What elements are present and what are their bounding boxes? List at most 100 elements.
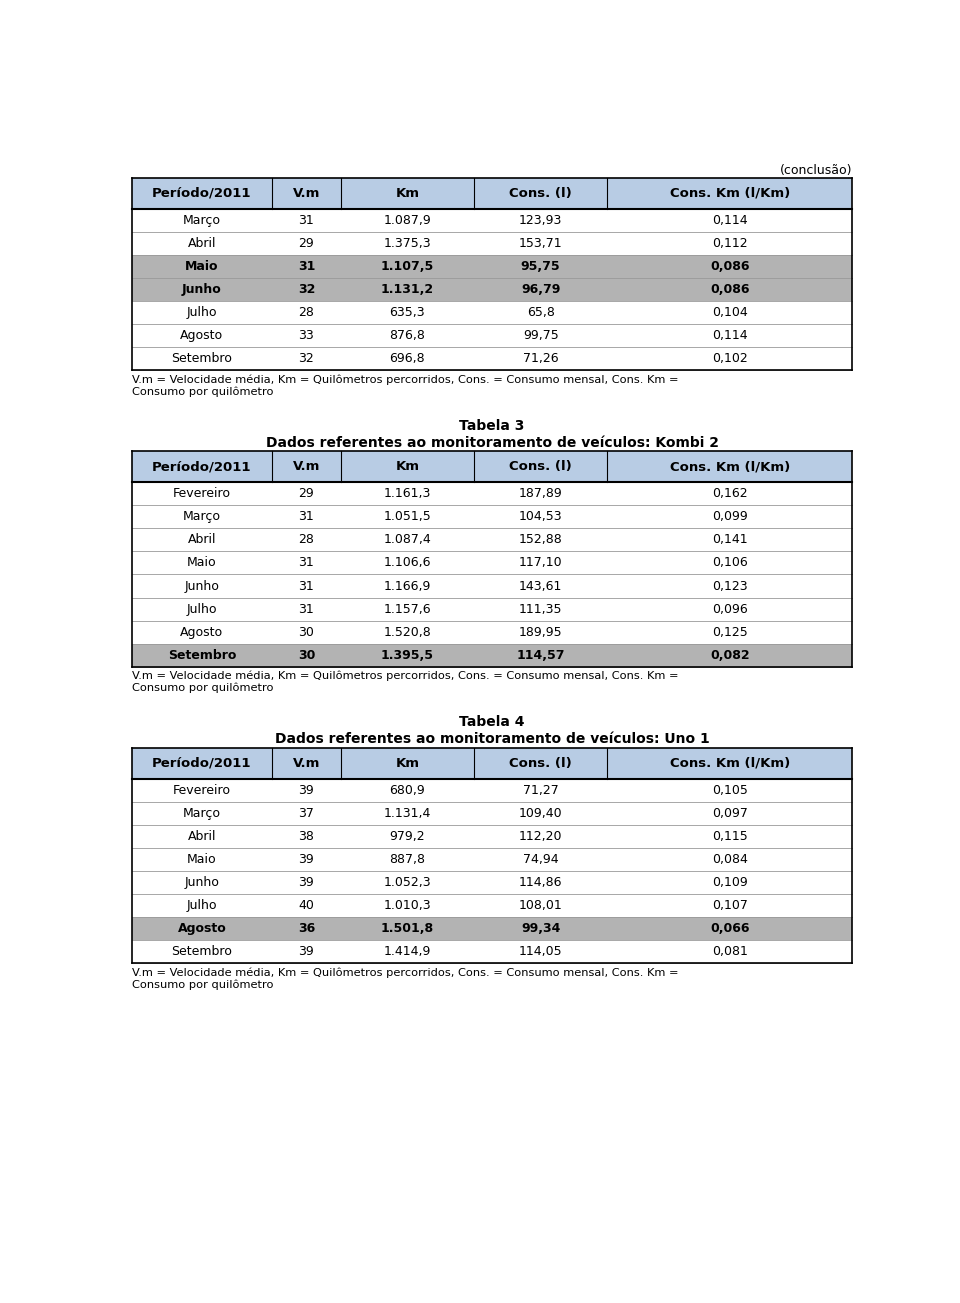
- Text: Agosto: Agosto: [180, 625, 224, 638]
- Text: Março: Março: [183, 511, 221, 524]
- Text: 0,086: 0,086: [710, 261, 750, 272]
- Text: 108,01: 108,01: [518, 899, 563, 912]
- Text: Cons. Km (l/Km): Cons. Km (l/Km): [670, 460, 790, 473]
- Text: 99,34: 99,34: [521, 923, 561, 936]
- Text: Período/2011: Período/2011: [152, 757, 252, 770]
- Text: 1.161,3: 1.161,3: [384, 487, 431, 500]
- Text: 36: 36: [298, 923, 315, 936]
- Text: 696,8: 696,8: [390, 352, 425, 365]
- Text: 635,3: 635,3: [390, 306, 425, 319]
- Text: 39: 39: [299, 876, 314, 889]
- Text: 0,096: 0,096: [712, 602, 748, 615]
- Text: Dados referentes ao monitoramento de veículos: Kombi 2: Dados referentes ao monitoramento de veí…: [266, 435, 718, 450]
- Text: Agosto: Agosto: [180, 330, 224, 343]
- Text: 0,141: 0,141: [712, 533, 748, 546]
- Text: 0,084: 0,084: [712, 853, 748, 866]
- Text: Dados referentes ao monitoramento de veículos: Uno 1: Dados referentes ao monitoramento de veí…: [275, 732, 709, 747]
- Text: 0,105: 0,105: [712, 783, 748, 796]
- Text: 1.010,3: 1.010,3: [383, 899, 431, 912]
- Text: 117,10: 117,10: [518, 556, 563, 569]
- Text: 0,115: 0,115: [712, 830, 748, 843]
- Text: 112,20: 112,20: [519, 830, 563, 843]
- Text: 0,112: 0,112: [712, 237, 748, 250]
- Text: (conclusão): (conclusão): [780, 164, 852, 177]
- Bar: [132, 801, 852, 825]
- Text: 29: 29: [299, 237, 314, 250]
- Bar: [132, 232, 852, 255]
- Text: Cons. Km (l/Km): Cons. Km (l/Km): [670, 757, 790, 770]
- Text: V.m: V.m: [293, 186, 320, 199]
- Text: Maio: Maio: [185, 261, 219, 272]
- Text: 30: 30: [298, 649, 315, 662]
- Bar: [132, 575, 852, 598]
- Text: Setembro: Setembro: [172, 352, 232, 365]
- Text: Março: Março: [183, 807, 221, 820]
- Text: 71,26: 71,26: [523, 352, 559, 365]
- Text: 1.087,4: 1.087,4: [383, 533, 431, 546]
- Text: 0,125: 0,125: [712, 625, 748, 638]
- Text: 0,114: 0,114: [712, 214, 748, 227]
- Text: 1.414,9: 1.414,9: [384, 945, 431, 958]
- Bar: [132, 551, 852, 575]
- Text: Período/2011: Período/2011: [152, 186, 252, 199]
- Text: 30: 30: [299, 625, 314, 638]
- Text: 40: 40: [299, 899, 314, 912]
- Text: 0,107: 0,107: [712, 899, 748, 912]
- Text: 31: 31: [298, 261, 315, 272]
- Text: Junho: Junho: [182, 283, 222, 296]
- Text: 1.520,8: 1.520,8: [383, 625, 431, 638]
- Text: Km: Km: [396, 757, 420, 770]
- Text: Cons. (l): Cons. (l): [509, 186, 572, 199]
- Text: 979,2: 979,2: [390, 830, 425, 843]
- Text: Cons. (l): Cons. (l): [509, 460, 572, 473]
- Text: 28: 28: [299, 533, 314, 546]
- Text: 1.087,9: 1.087,9: [383, 214, 431, 227]
- Text: 32: 32: [298, 283, 315, 296]
- Text: Fevereiro: Fevereiro: [173, 487, 231, 500]
- Text: 1.395,5: 1.395,5: [381, 649, 434, 662]
- Text: V.m = Velocidade média, Km = Quilômetros percorridos, Cons. = Consumo mensal, Co: V.m = Velocidade média, Km = Quilômetros…: [132, 374, 678, 397]
- Text: 1.166,9: 1.166,9: [384, 580, 431, 593]
- Text: 104,53: 104,53: [518, 511, 563, 524]
- Bar: [132, 528, 852, 551]
- Text: 111,35: 111,35: [519, 602, 563, 615]
- Text: 0,109: 0,109: [712, 876, 748, 889]
- Bar: [132, 778, 852, 801]
- Text: Junho: Junho: [184, 876, 219, 889]
- Text: 31: 31: [299, 556, 314, 569]
- Text: 1.131,2: 1.131,2: [381, 283, 434, 296]
- Text: Setembro: Setembro: [172, 945, 232, 958]
- Text: 99,75: 99,75: [523, 330, 559, 343]
- Bar: [132, 825, 852, 848]
- Bar: [132, 208, 852, 232]
- Text: V.m = Velocidade média, Km = Quilômetros percorridos, Cons. = Consumo mensal, Co: V.m = Velocidade média, Km = Quilômetros…: [132, 671, 678, 693]
- Text: V.m = Velocidade média, Km = Quilômetros percorridos, Cons. = Consumo mensal, Co: V.m = Velocidade média, Km = Quilômetros…: [132, 967, 678, 990]
- Text: 31: 31: [299, 580, 314, 593]
- Text: 1.052,3: 1.052,3: [383, 876, 431, 889]
- Text: Fevereiro: Fevereiro: [173, 783, 231, 796]
- Text: Tabela 3: Tabela 3: [459, 418, 525, 433]
- Bar: [132, 870, 852, 894]
- Text: 189,95: 189,95: [518, 625, 563, 638]
- Bar: [132, 894, 852, 917]
- Text: 95,75: 95,75: [521, 261, 561, 272]
- Text: 114,86: 114,86: [519, 876, 563, 889]
- Bar: [132, 941, 852, 963]
- Bar: [132, 917, 852, 941]
- Text: 1.131,4: 1.131,4: [384, 807, 431, 820]
- Text: 153,71: 153,71: [518, 237, 563, 250]
- Bar: [132, 301, 852, 324]
- Text: 29: 29: [299, 487, 314, 500]
- Text: 187,89: 187,89: [518, 487, 563, 500]
- Text: 1.106,6: 1.106,6: [384, 556, 431, 569]
- Text: 887,8: 887,8: [390, 853, 425, 866]
- Text: 71,27: 71,27: [523, 783, 559, 796]
- Text: 39: 39: [299, 945, 314, 958]
- Bar: [132, 278, 852, 301]
- Text: Setembro: Setembro: [168, 649, 236, 662]
- Bar: [132, 848, 852, 870]
- Text: 1.375,3: 1.375,3: [383, 237, 431, 250]
- Bar: [132, 482, 852, 506]
- Text: Cons. (l): Cons. (l): [509, 757, 572, 770]
- Text: Abril: Abril: [187, 830, 216, 843]
